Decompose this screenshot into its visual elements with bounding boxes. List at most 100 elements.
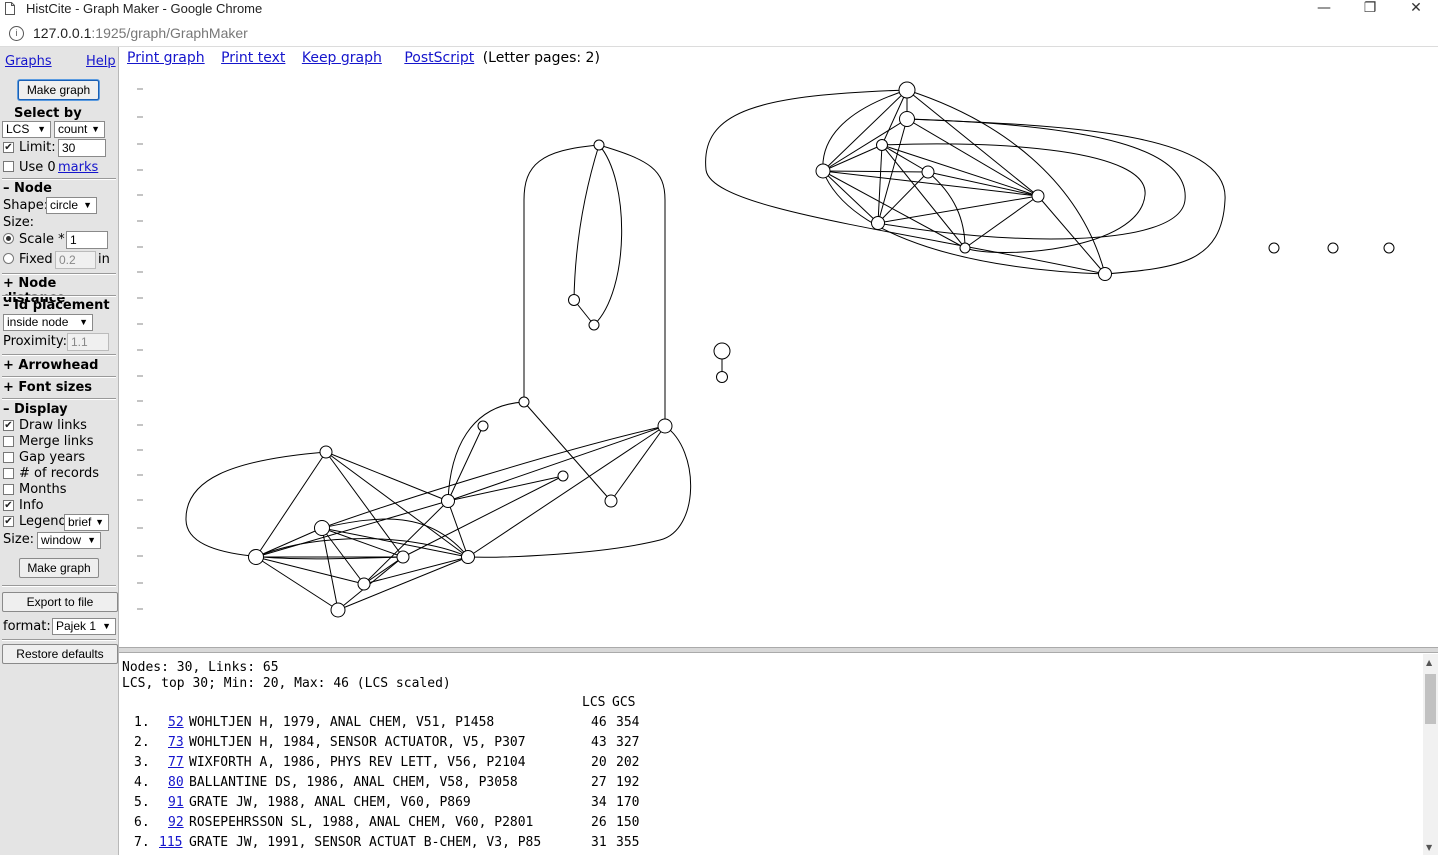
fixed-input[interactable]: 0.2 [55,251,96,269]
scrollbar-thumb[interactable] [1425,674,1436,724]
restore-defaults-button[interactable]: Restore defaults [2,644,118,664]
use-marks-checkbox[interactable] [3,161,14,172]
select-by-label: Select by [14,106,82,121]
frame-splitter[interactable] [119,647,1438,653]
info-label: Info [19,498,44,513]
scroll-up-icon[interactable]: ▲ [1426,658,1433,667]
divider [2,585,116,587]
graph-node [1031,189,1045,203]
minimize-button[interactable]: — [1317,0,1331,16]
letter-pages-text: (Letter pages: 2) [482,50,600,66]
record-gcs: 355 [616,835,640,850]
make-graph-button-top[interactable]: Make graph [18,80,99,100]
graph-node [898,81,916,99]
summary-nodes-links: Nodes: 30, Links: 65 [122,660,279,675]
marks-link[interactable]: marks [58,160,99,175]
display-section-toggle[interactable]: – Display [3,402,68,417]
graph-node [716,371,728,383]
format-dropdown[interactable]: Pajek 1 ▼ [52,618,116,635]
record-lcs: 26 [591,815,607,830]
limit-input[interactable]: 30 [58,139,106,157]
chevron-down-icon: ▼ [102,621,111,631]
gap-years-checkbox[interactable] [3,452,14,463]
record-citation: WIXFORTH A, 1986, PHYS REV LETT, V56, P2… [189,755,526,770]
keep-graph-link[interactable]: Keep graph [301,50,382,66]
graph-node [518,396,530,408]
info-checkbox[interactable]: ✔ [3,500,14,511]
close-button[interactable]: ✕ [1410,0,1422,16]
id-placement-section-toggle[interactable]: – Id placement [3,298,110,313]
chevron-down-icon: ▼ [95,517,104,527]
node-section-toggle[interactable]: – Node [3,181,52,196]
record-citation: WOHLTJEN H, 1984, SENSOR ACTUATOR, V5, P… [189,735,526,750]
graph-node [330,602,346,618]
use-marks-label: Use 0 [19,160,56,175]
column-header-lcs: LCS [582,695,606,710]
merge-links-checkbox[interactable] [3,436,14,447]
num-records-checkbox[interactable] [3,468,14,479]
months-label: Months [19,482,67,497]
graph-node [593,139,605,151]
scale-input[interactable]: 1 [66,231,108,249]
graph-node [461,550,475,564]
url-field[interactable]: 127.0.0.1:1925/graph/GraphMaker [33,25,248,41]
limit-checkbox[interactable]: ✔ [3,142,14,153]
address-bar: i 127.0.0.1:1925/graph/GraphMaker [0,22,1438,47]
record-id-link[interactable]: 52 [168,715,184,730]
num-records-label: # of records [19,466,99,481]
make-graph-button-bottom[interactable]: Make graph [19,558,99,578]
divider [2,178,116,180]
fixed-radio[interactable] [3,253,14,264]
info-icon[interactable]: i [9,26,24,41]
record-number: 4. [134,775,150,790]
postscript-link[interactable]: PostScript [404,50,475,66]
url-host: 127.0.0.1 [33,25,92,41]
export-button[interactable]: Export to file [2,592,118,612]
divider [2,273,116,275]
font-sizes-section-toggle[interactable]: + Font sizes [3,380,93,395]
record-id-link[interactable]: 77 [168,755,184,770]
scroll-down-icon[interactable]: ▼ [1426,843,1433,852]
print-text-link[interactable]: Print text [221,50,286,66]
chevron-down-icon: ▼ [83,200,92,210]
graphs-link[interactable]: Graphs [5,54,52,69]
record-lcs: 27 [591,775,607,790]
scale-radio[interactable] [3,233,14,244]
print-graph-link[interactable]: Print graph [127,50,205,66]
record-citation: WOHLTJEN H, 1979, ANAL CHEM, V51, P1458 [189,715,495,730]
graph-node [876,139,888,151]
summary-lcs-scale: LCS, top 30; Min: 20, Max: 46 (LCS scale… [122,676,451,691]
size-dropdown[interactable]: window ▼ [37,532,101,549]
record-id-link[interactable]: 92 [168,815,184,830]
graph-node [357,577,371,591]
record-lcs: 20 [591,755,607,770]
id-placement-value: inside node [7,315,69,329]
id-placement-dropdown[interactable]: inside node ▼ [3,314,93,331]
record-pane-scrollbar[interactable]: ▲ ▼ [1423,654,1438,855]
select-field-dropdown[interactable]: LCS ▼ [2,121,51,138]
record-number: 7. [134,835,150,850]
record-number: 3. [134,755,150,770]
node-distance-section-toggle[interactable]: + Node distance [3,276,66,306]
record-id-link[interactable]: 115 [159,835,183,850]
legend-checkbox[interactable]: ✔ [3,516,14,527]
record-id-link[interactable]: 73 [168,735,184,750]
draw-links-checkbox[interactable]: ✔ [3,420,14,431]
shape-dropdown[interactable]: circle ▼ [46,197,97,214]
graph-node [557,470,569,482]
months-checkbox[interactable] [3,484,14,495]
select-mode-dropdown[interactable]: count ▼ [54,121,105,138]
graph-node [815,163,831,179]
legend-dropdown[interactable]: brief ▼ [64,514,109,531]
record-id-link[interactable]: 80 [168,775,184,790]
arrowhead-section-toggle[interactable]: + Arrowhead [3,358,99,373]
proximity-input[interactable]: 1.1 [67,333,109,351]
graph-node [1383,242,1395,254]
help-link[interactable]: Help [86,54,116,69]
restore-button[interactable]: ❐ [1363,0,1377,16]
record-number: 5. [134,795,150,810]
shape-label: Shape: [3,198,49,213]
window-title: HistCite - Graph Maker - Google Chrome [26,1,263,16]
record-id-link[interactable]: 91 [168,795,184,810]
graph-node [921,165,935,179]
